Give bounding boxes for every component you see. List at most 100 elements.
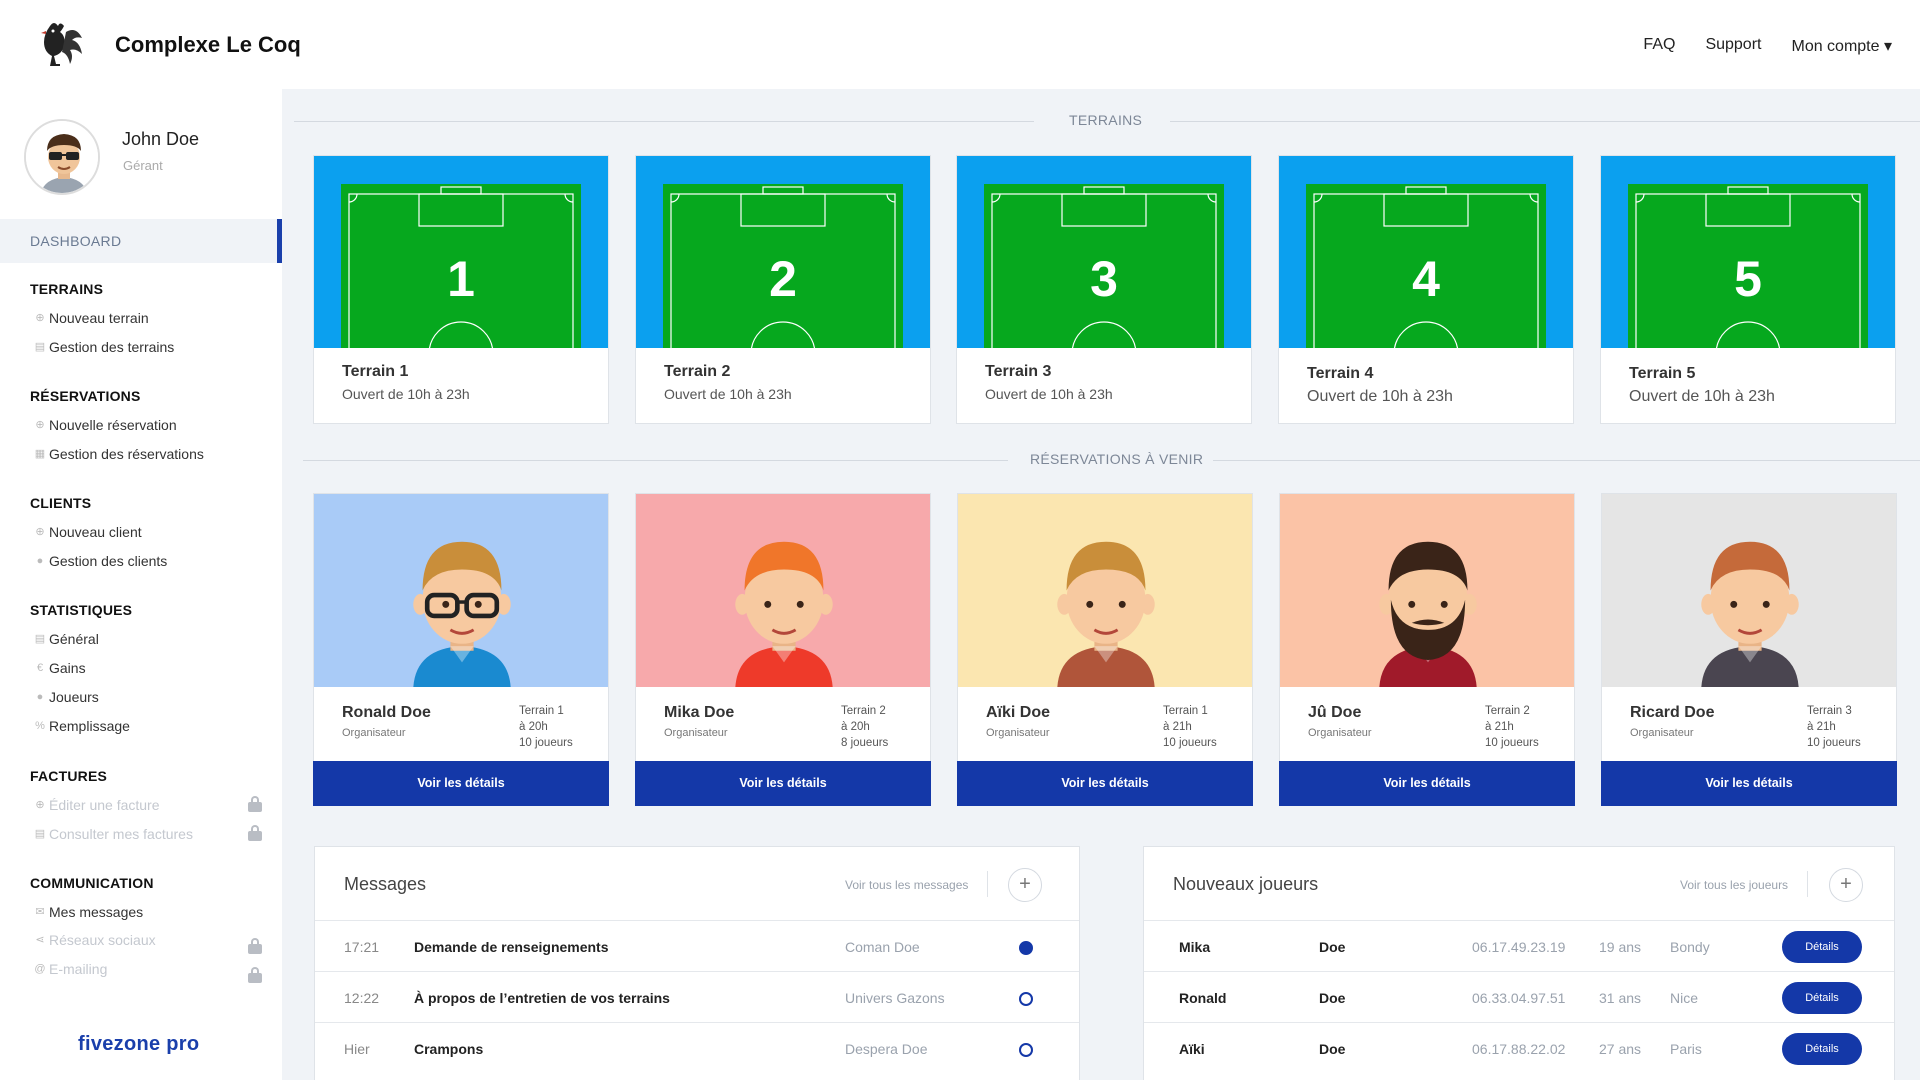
- player-details-button[interactable]: Détails: [1782, 1033, 1862, 1065]
- user-icon: ●: [36, 555, 44, 567]
- reservation-players: 10 joueurs: [1485, 737, 1539, 749]
- sidebar: John Doe Gérant DASHBOARD TERRAINS ⊕ Nouv…: [0, 89, 282, 1080]
- player-row: Aïki Doe 06.17.88.22.02 27 ans Paris Dét…: [1144, 1022, 1894, 1073]
- messages-title: Messages: [344, 874, 427, 894]
- sidebar-item-new-client[interactable]: ⊕ Nouveau client: [34, 524, 142, 540]
- account-menu[interactable]: Mon compte ▾: [1791, 38, 1892, 55]
- at-icon: @: [34, 963, 46, 975]
- sidebar-item-remplissage[interactable]: % Remplissage: [34, 718, 130, 734]
- section-title-text: RÉSERVATIONS À VENIR: [1030, 451, 1204, 467]
- reservation-info: Terrain 3 à 21h 10 joueurs: [1807, 703, 1861, 751]
- organizer-role: Organisateur: [342, 727, 406, 739]
- user-role: Gérant: [123, 158, 163, 173]
- faq-link[interactable]: FAQ: [1643, 36, 1676, 53]
- message-row[interactable]: Hier Crampons Despera Doe: [315, 1022, 1079, 1073]
- view-all-players-link[interactable]: Voir tous les joueurs: [1680, 878, 1789, 892]
- player-last-name: Doe: [1319, 939, 1346, 955]
- sidebar-item-view-invoices[interactable]: ▤ Consulter mes factures: [34, 826, 193, 842]
- add-player-button[interactable]: +: [1829, 868, 1863, 902]
- player-details-button[interactable]: Détails: [1782, 982, 1862, 1014]
- rooster-logo-icon[interactable]: [36, 18, 88, 70]
- terrain-number: 4: [1412, 251, 1440, 307]
- player-first-name: Mika: [1179, 939, 1211, 955]
- terrain-hours: Ouvert de 10h à 23h: [1629, 388, 1775, 405]
- message-time: 17:21: [344, 939, 380, 955]
- sidebar-item-new-terrain[interactable]: ⊕ Nouveau terrain: [34, 310, 148, 326]
- view-details-button[interactable]: Voir les détails: [635, 761, 931, 806]
- reservation-time: à 21h: [1163, 721, 1192, 733]
- reservation-card: Mika Doe Organisateur Terrain 2 à 20h 8 …: [635, 493, 931, 806]
- player-row: Ronald Doe 06.33.04.97.51 31 ans Nice Dé…: [1144, 971, 1894, 1022]
- terrain-name: Terrain 2: [664, 363, 731, 380]
- user-name: John Doe: [122, 129, 200, 149]
- sidebar-item-gains[interactable]: € Gains: [34, 660, 86, 676]
- terrain-card[interactable]: 1 Terrain 1 Ouvert de 10h à 23h: [313, 155, 609, 424]
- sidebar-item-new-reservation[interactable]: ⊕ Nouvelle réservation: [34, 417, 176, 433]
- sidebar-item-label: Gestion des clients: [49, 553, 168, 569]
- sidebar-item-manage-terrains[interactable]: ▤ Gestion des terrains: [34, 339, 175, 355]
- support-link[interactable]: Support: [1705, 36, 1762, 53]
- organizer-avatar: [1602, 494, 1896, 687]
- euro-icon: €: [36, 662, 44, 674]
- message-row[interactable]: 17:21 Demande de renseignements Coman Do…: [315, 920, 1079, 971]
- organizer-name: Jû Doe: [1308, 704, 1362, 721]
- reservation-terrain: Terrain 3: [1807, 705, 1852, 717]
- reservation-time: à 20h: [841, 721, 870, 733]
- reservation-card: Jû Doe Organisateur Terrain 2 à 21h 10 j…: [1279, 493, 1575, 806]
- view-all-messages-link[interactable]: Voir tous les messages: [845, 878, 969, 892]
- sidebar-item-messages[interactable]: ✉ Mes messages: [34, 904, 143, 920]
- view-details-button[interactable]: Voir les détails: [313, 761, 609, 806]
- sidebar-item-manage-clients[interactable]: ● Gestion des clients: [34, 553, 168, 569]
- sidebar-section-factures: FACTURES: [30, 768, 108, 784]
- terrain-card[interactable]: 5 Terrain 5 Ouvert de 10h à 23h: [1600, 155, 1896, 424]
- terrain-card[interactable]: 3 Terrain 3 Ouvert de 10h à 23h: [956, 155, 1252, 424]
- add-message-button[interactable]: +: [1008, 868, 1042, 902]
- terrain-card[interactable]: 4 Terrain 4 Ouvert de 10h à 23h: [1278, 155, 1574, 424]
- sidebar-item-social[interactable]: ⋖ Réseaux sociaux: [34, 932, 155, 948]
- sidebar-section-reservations: RÉSERVATIONS: [30, 388, 141, 404]
- reservation-terrain: Terrain 1: [519, 705, 564, 717]
- sidebar-item-edit-invoice[interactable]: ⊕ Éditer une facture: [34, 797, 159, 813]
- sidebar-item-label: Consulter mes factures: [49, 826, 193, 842]
- player-last-name: Doe: [1319, 1041, 1346, 1057]
- player-city: Bondy: [1670, 939, 1710, 955]
- organizer-role: Organisateur: [986, 727, 1050, 739]
- user-avatar[interactable]: [24, 119, 100, 195]
- reservation-card: Ricard Doe Organisateur Terrain 3 à 21h …: [1601, 493, 1897, 806]
- player-first-name: Aïki: [1179, 1041, 1205, 1057]
- sidebar-item-dashboard[interactable]: DASHBOARD: [0, 219, 282, 263]
- sidebar-item-label: Joueurs: [49, 689, 99, 705]
- view-details-button[interactable]: Voir les détails: [1279, 761, 1575, 806]
- organizer-avatar: [958, 494, 1252, 687]
- message-sender: Despera Doe: [845, 1041, 928, 1057]
- terrain-name: Terrain 1: [342, 363, 409, 380]
- plus-circle-icon: ⊕: [35, 312, 45, 324]
- organizer-role: Organisateur: [1630, 727, 1694, 739]
- sidebar-item-manage-reservations[interactable]: ▦ Gestion des réservations: [34, 446, 204, 462]
- plus-circle-icon: ⊕: [35, 799, 45, 811]
- reservation-players: 10 joueurs: [519, 737, 573, 749]
- message-row[interactable]: 12:22 À propos de l’entretien de vos ter…: [315, 971, 1079, 1022]
- view-details-button[interactable]: Voir les détails: [957, 761, 1253, 806]
- reservation-terrain: Terrain 2: [1485, 705, 1530, 717]
- sidebar-item-label: Gestion des réservations: [49, 446, 204, 462]
- terrain-card[interactable]: 2 Terrain 2 Ouvert de 10h à 23h: [635, 155, 931, 424]
- reservation-time: à 20h: [519, 721, 548, 733]
- message-subject: À propos de l’entretien de vos terrains: [414, 990, 670, 1006]
- player-details-button[interactable]: Détails: [1782, 931, 1862, 963]
- sidebar-item-general[interactable]: ▤ Général: [34, 631, 99, 647]
- sidebar-item-label: E-mailing: [49, 961, 108, 977]
- sidebar-section-statistiques: STATISTIQUES: [30, 602, 133, 618]
- organizer-name: Aïki Doe: [986, 704, 1051, 721]
- message-subject: Crampons: [414, 1041, 484, 1057]
- message-subject: Demande de renseignements: [414, 939, 609, 955]
- organizer-avatar: [636, 494, 930, 687]
- sidebar-item-emailing[interactable]: @ E-mailing: [34, 961, 107, 977]
- sidebar-item-joueurs[interactable]: ● Joueurs: [34, 689, 99, 705]
- reservation-info: Terrain 2 à 20h 8 joueurs: [841, 703, 888, 751]
- view-details-button[interactable]: Voir les détails: [1601, 761, 1897, 806]
- plus-circle-icon: ⊕: [35, 419, 45, 431]
- sidebar-item-label: DASHBOARD: [30, 233, 122, 249]
- player-age: 27 ans: [1599, 1041, 1642, 1057]
- sidebar-item-label: Nouveau client: [49, 524, 142, 540]
